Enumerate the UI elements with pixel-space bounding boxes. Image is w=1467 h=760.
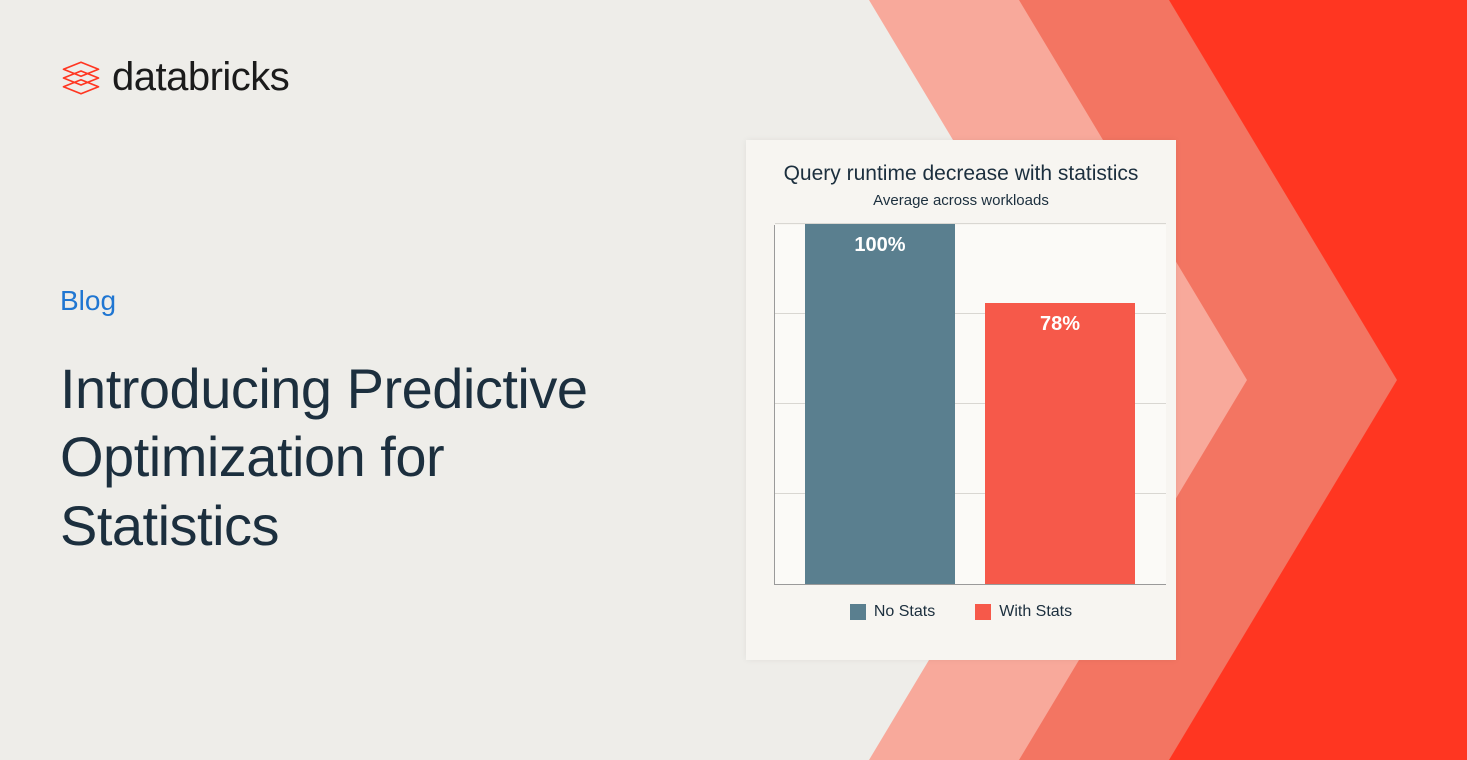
legend-swatch (975, 604, 991, 620)
page-headline: Introducing Predictive Optimization for … (60, 355, 660, 560)
hero-text-block: Blog Introducing Predictive Optimization… (60, 285, 660, 560)
brand-logo: databricks (60, 55, 289, 100)
chart-legend: No Stats With Stats (746, 603, 1176, 621)
bar-1: 78% (985, 303, 1135, 584)
chart-subtitle: Average across workloads (746, 192, 1176, 209)
legend-item-1: With Stats (975, 603, 1072, 621)
bar-value-label: 100% (805, 234, 955, 257)
brand-name: databricks (112, 55, 289, 100)
legend-label: No Stats (874, 603, 935, 621)
chart-plot-area: 100% 78% (774, 225, 1166, 585)
eyebrow-label: Blog (60, 285, 660, 317)
legend-swatch (850, 604, 866, 620)
chart-title: Query runtime decrease with statistics (746, 140, 1176, 186)
bar-value-label: 78% (985, 313, 1135, 336)
legend-label: With Stats (999, 603, 1072, 621)
chart-card: Query runtime decrease with statistics A… (746, 140, 1176, 660)
legend-item-0: No Stats (850, 603, 935, 621)
databricks-logo-icon (60, 57, 102, 99)
bar-0: 100% (805, 224, 955, 584)
